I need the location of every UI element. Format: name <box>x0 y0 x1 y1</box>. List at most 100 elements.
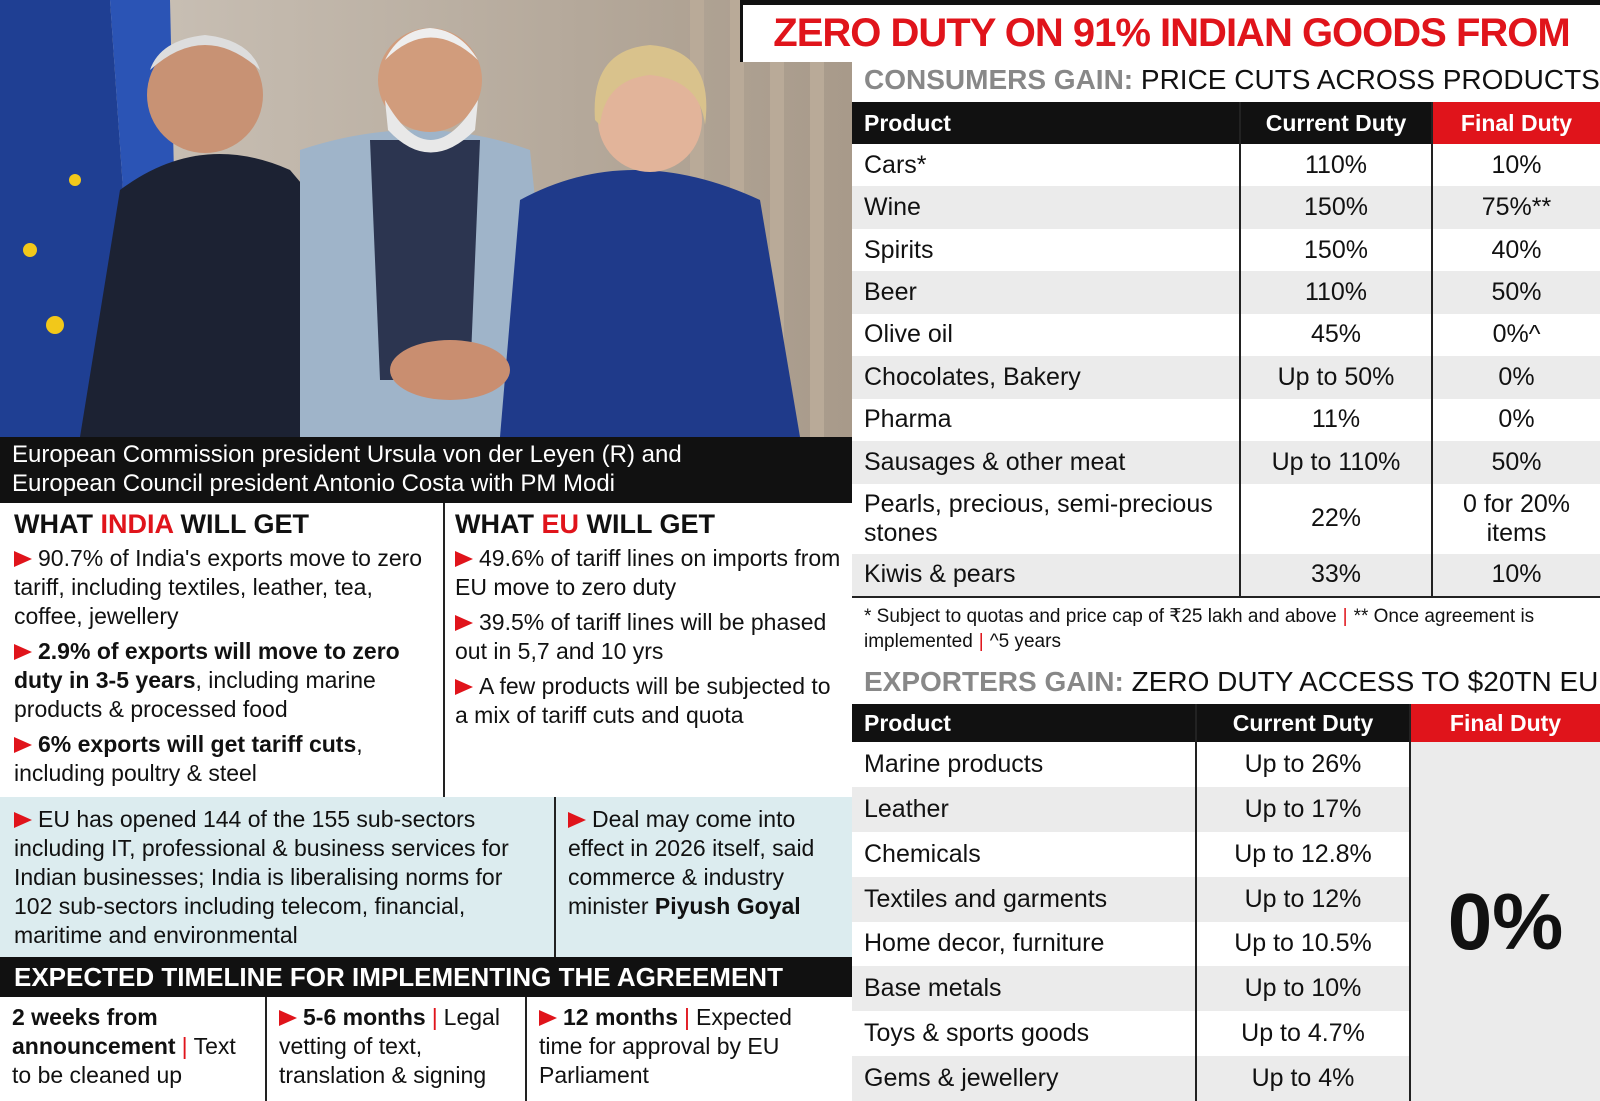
heading-text: WILL GET <box>586 509 716 539</box>
text-segment: EU has opened 144 of the 155 sub-sectors… <box>14 806 509 948</box>
table-cell: 10% <box>1491 150 1542 179</box>
table-cell: 0% <box>1498 405 1535 434</box>
section-heading: WHAT EU WILL GET <box>455 509 844 540</box>
table-cell: Pharma <box>852 398 1241 442</box>
stage-what: Expected time for approval by EU Parliam… <box>539 1004 792 1088</box>
table-cell: Olive oil <box>852 313 1241 357</box>
table-cell: Textiles and garments <box>852 876 1197 922</box>
column-header: Final Duty <box>1432 102 1600 144</box>
table-row: Wine 150% 75%** <box>852 186 1600 229</box>
heading-text: WILL GET <box>180 509 310 539</box>
table-row: Chemicals Up to 12.8% <box>852 831 1600 877</box>
table-cell: Up to 26% <box>1196 742 1411 787</box>
bullet-point: 6% exports will get tariff cuts, includi… <box>14 730 429 788</box>
title-box: ZERO DUTY ON 91% INDIAN GOODS FROM DAY 1 <box>740 0 1600 62</box>
table-cell: 150% <box>1240 186 1433 229</box>
table-cell: 0% <box>1432 356 1600 399</box>
table-row: Olive oil 45% 0%^ <box>852 313 1600 357</box>
text-segment: A few products will be subjected to a mi… <box>455 673 831 728</box>
timeline-stage: 2 weeks from announcement | Text to be cle… <box>0 997 267 1101</box>
table-cell: 22% <box>1240 483 1433 554</box>
caption-line: European Council president Antonio Costa… <box>12 470 615 497</box>
table-row: Leather Up to 17% <box>852 786 1600 832</box>
stage-what: Text to be cleaned up <box>12 1033 236 1088</box>
bullet-point: A few products will be subjected to a mi… <box>455 672 844 730</box>
text-segment: 90.7% of India's exports move to zero ta… <box>14 545 423 629</box>
table-row: Textiles and garments Up to 12% <box>852 876 1600 922</box>
separator: | <box>1342 606 1348 627</box>
footnote: ^5 years <box>989 631 1061 652</box>
separator: | <box>978 631 984 652</box>
timeline-heading-text: EXPECTED TIMELINE FOR IMPLEMENTING THE A… <box>14 962 783 992</box>
table-cell: Leather <box>852 786 1197 832</box>
gain-heading: CONSUMERS GAIN: PRICE CUTS ACROSS PRODUC… <box>852 60 1600 100</box>
table-row: Base metals Up to 10% <box>852 966 1600 1012</box>
table-cell: Chocolates, Bakery <box>852 356 1241 399</box>
timeline-stage: 12 months | Expected time for approval by … <box>527 997 852 1101</box>
india-section: WHAT INDIA WILL GET 90.7% of India's expo… <box>0 503 445 797</box>
stage-what: Legal vetting of text, translation & sig… <box>279 1004 500 1088</box>
table-cell: Up to 4% <box>1196 1056 1410 1101</box>
heading-label: EXPORTERS GAIN: <box>864 666 1124 697</box>
stage-when: 5-6 months <box>303 1004 426 1030</box>
table-cell: 50% <box>1432 271 1600 314</box>
table-cell: Kiwis & pears <box>852 553 1241 596</box>
table-cell: Up to 110% <box>1240 441 1433 484</box>
table-cell: Up to 12% <box>1196 876 1410 922</box>
table-cell: 45% <box>1240 313 1433 357</box>
table-cell: Toys & sports goods <box>852 1011 1197 1057</box>
exporters-table-box: Product Current Duty Final Duty Marine prod… <box>852 704 1600 1101</box>
footnotes: * Subject to quotas and price cap of ₹25… <box>852 600 1600 662</box>
section-heading: WHAT INDIA WILL GET <box>14 509 429 540</box>
table-row: Pharma 11% 0% <box>852 398 1600 442</box>
table-cell: 150% <box>1240 228 1433 272</box>
table-row: Beer 110% 50% <box>852 271 1600 314</box>
table-row: Kiwis & pears 33% 10% <box>852 553 1600 596</box>
text-segment: Piyush Goyal <box>654 893 801 919</box>
consumers-table-box: Product Current Duty Final Duty Cars* 110% 10… <box>852 102 1600 598</box>
exporters-heading: EXPORTERS GAIN: ZERO DUTY ACCESS TO $20T… <box>852 662 1600 704</box>
table-cell: Pearls, precious, semi-precious stones <box>852 483 1241 554</box>
table-cell: 50% <box>1432 441 1600 484</box>
column-header: Final Duty <box>1410 704 1600 742</box>
table-cell: Base metals <box>852 966 1197 1012</box>
bullet-point: 90.7% of India's exports move to zero ta… <box>14 544 429 631</box>
consumers-heading: CONSUMERS GAIN: PRICE CUTS ACROSS PRODUC… <box>852 60 1600 102</box>
heading-text: WHAT <box>455 509 534 539</box>
footnote: * Subject to quotas and price cap of ₹25… <box>864 606 1337 627</box>
timeline-stage: 5-6 months | Legal vetting of text, transl… <box>267 997 527 1101</box>
separator: | <box>181 1033 188 1059</box>
separator: | <box>431 1004 438 1030</box>
heading-text: PRICE CUTS ACROSS PRODUCTS <box>1140 64 1600 95</box>
timeline-heading: EXPECTED TIMELINE FOR IMPLEMENTING THE A… <box>0 957 852 997</box>
column-header: Product <box>852 704 1197 742</box>
heading-text: ZERO DUTY ACCESS TO $20TN EU MKT <box>1131 666 1599 697</box>
stage-when: 2 weeks from announcement <box>12 1004 176 1059</box>
text-segment: 2.9% of exports will move to zero duty i… <box>14 638 400 693</box>
table-cell: Spirits <box>852 228 1241 272</box>
table-cell: Home decor, furniture <box>852 921 1197 967</box>
column-header: Product <box>852 102 1241 144</box>
text-segment: Deal may come into effect in 2026 itself… <box>568 806 815 919</box>
separator: | <box>684 1004 691 1030</box>
bullet-point: 39.5% of tariff lines will be phased out… <box>455 608 844 666</box>
bullet-point: 2.9% of exports will move to zero duty i… <box>14 637 429 724</box>
exporters-table: Product Current Duty Final Duty Marine prod… <box>852 704 1600 1101</box>
stage-when: 12 months <box>563 1004 679 1030</box>
table-row: Marine products Up to 26% 0% <box>852 742 1600 1101</box>
heading-text: WHAT <box>14 509 93 539</box>
table-row: Home decor, furniture Up to 10.5% <box>852 921 1600 967</box>
table-cell: Up to 17% <box>1196 786 1410 832</box>
title: ZERO DUTY ON 91% INDIAN GOODS FROM DAY 1 <box>773 11 1570 55</box>
arrow <box>539 1004 563 1030</box>
arrow <box>279 1004 303 1030</box>
table-cell: 75%** <box>1432 186 1600 229</box>
photo <box>0 0 852 437</box>
table-cell: Up to 4.7% <box>1241 1019 1365 1048</box>
photo-caption: European Commission president Ursula von… <box>0 437 852 503</box>
services-left: EU has opened 144 of the 155 sub-sectors… <box>0 797 556 957</box>
table-row: Gems & jewellery Up to 4% <box>852 1056 1600 1101</box>
header-row: Product Current Duty Final Duty <box>852 102 1600 144</box>
